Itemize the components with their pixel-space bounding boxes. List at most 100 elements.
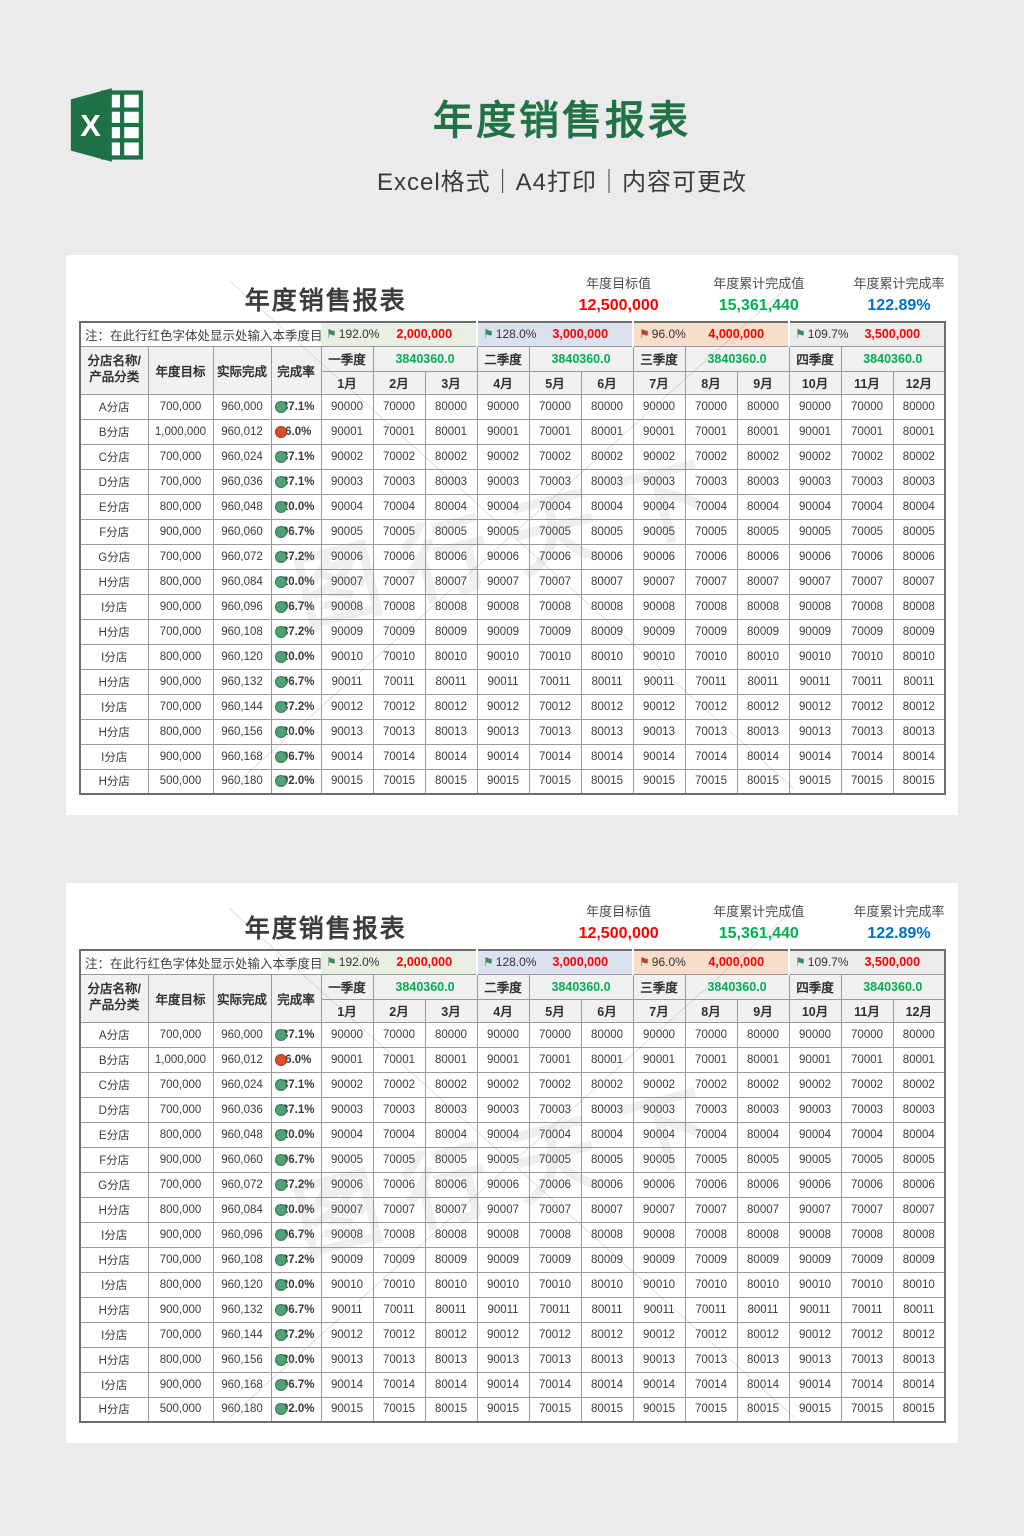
month-value-cell: 70011 <box>840 668 894 695</box>
rate-cell: 106.7% <box>270 743 322 770</box>
month-value-cell: 80010 <box>424 643 478 670</box>
month-value-cell: 90007 <box>476 1196 530 1223</box>
month-value-cell: 70011 <box>372 1296 426 1323</box>
quarter-label-4: 四季度 <box>788 973 842 1000</box>
annual-target-cell: 800,000 <box>147 1121 214 1148</box>
table-row: C分店 700,000 960,024 137.1% 90002 70002 80002 90… <box>79 1071 946 1098</box>
rate-cell: 137.2% <box>270 693 322 720</box>
month-value-cell: 90013 <box>788 718 842 745</box>
summary-stat-value: 12,500,000 <box>578 297 659 314</box>
month-value-cell: 80008 <box>580 1221 634 1248</box>
month-value-cell: 90011 <box>632 668 686 695</box>
month-value-cell: 90004 <box>632 493 686 520</box>
month-value-cell: 90010 <box>476 643 530 670</box>
month-value-cell: 80002 <box>580 443 634 470</box>
month-value-cell: 70013 <box>372 1346 426 1373</box>
rate-status-dot-icon <box>274 1178 287 1191</box>
store-name-cell: A分店 <box>79 393 149 420</box>
report-card-top: 年度销售报表 年度目标值 12,500,000 年度累计完成值 15,361,440 年度… <box>79 893 945 945</box>
store-name-cell: G分店 <box>79 543 149 570</box>
month-value-cell: 70004 <box>372 493 426 520</box>
month-value-cell: 70008 <box>528 593 582 620</box>
quarter-target-inner: ⚑ 128.0% 3,000,000 <box>483 951 632 974</box>
month-value-cell: 90010 <box>476 1271 530 1298</box>
month-value-cell: 80004 <box>424 1121 478 1148</box>
month-header-6: 6月 <box>580 998 634 1023</box>
month-value-cell: 70012 <box>684 693 738 720</box>
month-value-cell: 70009 <box>840 618 894 645</box>
quarter-progress-percent: 109.7% <box>807 955 849 970</box>
sheet-table: 注：在此行红色字体处显示处输入本季度目标值⚑192.0%2,000,000⚑12… <box>79 949 947 1423</box>
table-row: F分店 900,000 960,060 106.7% 90005 70005 80005 90… <box>79 518 946 545</box>
month-value-cell: 70005 <box>840 1146 894 1173</box>
actual-cell: 960,084 <box>212 568 272 595</box>
month-value-cell: 90007 <box>320 568 374 595</box>
store-name-cell: A分店 <box>79 1021 149 1048</box>
month-value-cell: 80000 <box>736 393 790 420</box>
actual-cell: 960,000 <box>212 393 272 420</box>
actual-cell: 960,072 <box>212 543 272 570</box>
table-row: I分店 900,000 960,168 106.7% 90014 70014 80014 90… <box>79 743 946 770</box>
month-value-cell: 70008 <box>840 593 894 620</box>
month-value-cell: 90000 <box>632 393 686 420</box>
month-value-cell: 80002 <box>892 1071 946 1098</box>
month-value-cell: 90006 <box>632 543 686 570</box>
month-value-cell: 70010 <box>372 643 426 670</box>
month-value-cell: 70013 <box>840 1346 894 1373</box>
month-value-cell: 90009 <box>632 618 686 645</box>
month-value-cell: 80005 <box>424 1146 478 1173</box>
store-name-cell: D分店 <box>79 1096 149 1123</box>
month-value-cell: 90013 <box>632 718 686 745</box>
month-value-cell: 90009 <box>476 1246 530 1273</box>
summary-stat-value: 122.89% <box>867 297 931 314</box>
month-value-cell: 90013 <box>476 718 530 745</box>
actual-cell: 960,036 <box>212 1096 272 1123</box>
rate-status-dot-icon <box>274 475 287 488</box>
quarter-progress-percent: 128.0% <box>495 955 537 970</box>
month-value-cell: 80003 <box>892 468 946 495</box>
quarter-value-4: 3840360.0 <box>840 345 946 372</box>
month-value-cell: 90008 <box>788 593 842 620</box>
table-row: H分店 800,000 960,156 120.0% 90013 70013 80013 90… <box>79 718 946 745</box>
month-value-cell: 90011 <box>632 1296 686 1323</box>
month-value-cell: 80002 <box>736 443 790 470</box>
rate-cell: 120.0% <box>270 1196 322 1223</box>
flag-icon: ⚑ <box>326 955 337 970</box>
month-value-cell: 90008 <box>320 1221 374 1248</box>
report-card: 年度销售报表 年度目标值 12,500,000 年度累计完成值 15,361,440 年度… <box>66 883 958 1443</box>
rate-header: 完成率 <box>270 345 322 395</box>
month-value-cell: 90002 <box>632 1071 686 1098</box>
quarter-label-4: 四季度 <box>788 345 842 372</box>
store-name-cell: F分店 <box>79 1146 149 1173</box>
month-value-cell: 80012 <box>892 693 946 720</box>
table-row: A分店 700,000 960,000 137.1% 90000 70000 80000 90… <box>79 393 946 420</box>
month-value-cell: 70009 <box>684 1246 738 1273</box>
month-value-cell: 80013 <box>892 1346 946 1373</box>
month-value-cell: 70006 <box>840 543 894 570</box>
annual-target-header: 年度目标 <box>147 345 214 395</box>
rate-cell: 137.2% <box>270 1171 322 1198</box>
quarter-progress-percent: 192.0% <box>338 955 380 970</box>
rate-cell: 137.1% <box>270 393 322 420</box>
month-value-cell: 80012 <box>424 693 478 720</box>
month-value-cell: 80008 <box>424 1221 478 1248</box>
store-name-cell: H分店 <box>79 568 149 595</box>
note-row: 注：在此行红色字体处显示处输入本季度目标值⚑192.0%2,000,000⚑12… <box>80 950 946 974</box>
month-value-cell: 70000 <box>528 1021 582 1048</box>
month-value-cell: 70014 <box>528 1371 582 1398</box>
annual-target-cell: 500,000 <box>147 768 214 795</box>
quarter-header-row: 分店名称/产品分类 年度目标 实际完成 完成率 一季度 3840360.0 二季度 38403… <box>79 345 946 395</box>
annual-target-cell: 700,000 <box>147 1171 214 1198</box>
rate-cell: 106.7% <box>270 668 322 695</box>
month-value-cell: 70002 <box>528 443 582 470</box>
month-value-cell: 70010 <box>528 1271 582 1298</box>
month-value-cell: 70004 <box>840 493 894 520</box>
store-name-cell: I分店 <box>79 1271 149 1298</box>
month-value-cell: 90008 <box>476 1221 530 1248</box>
rate-cell: 106.7% <box>270 1221 322 1248</box>
rate-status-dot-icon <box>274 1403 287 1416</box>
rate-cell: 106.7% <box>270 518 322 545</box>
month-value-cell: 80013 <box>892 718 946 745</box>
month-value-cell: 70013 <box>840 718 894 745</box>
month-value-cell: 80008 <box>580 593 634 620</box>
